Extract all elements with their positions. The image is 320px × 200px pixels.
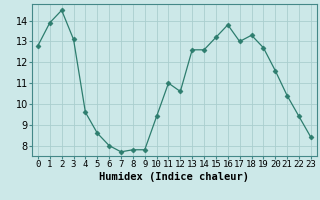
X-axis label: Humidex (Indice chaleur): Humidex (Indice chaleur)	[100, 172, 249, 182]
